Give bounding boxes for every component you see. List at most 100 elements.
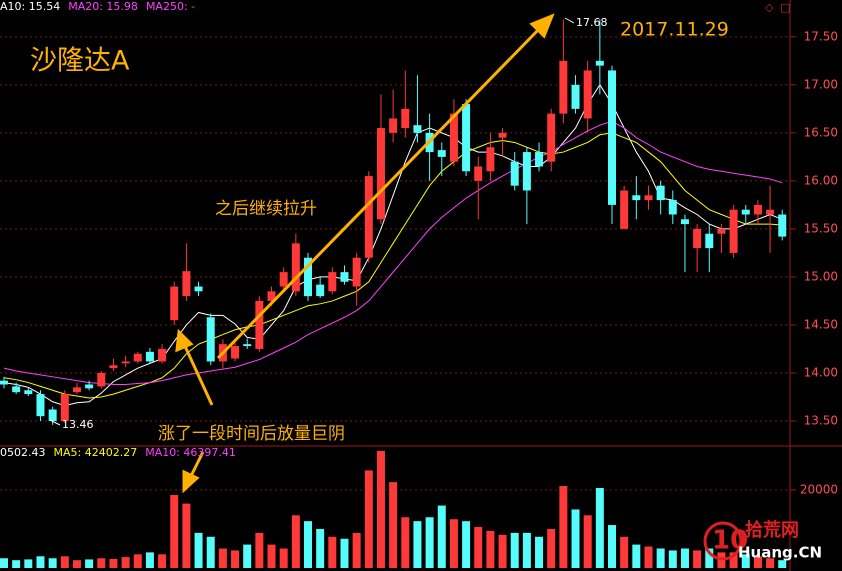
volume-bar bbox=[766, 558, 775, 568]
candle-body bbox=[194, 286, 203, 292]
volume-bar bbox=[583, 515, 592, 568]
arrows bbox=[175, 13, 555, 494]
candle-body bbox=[474, 166, 483, 181]
volume-bar bbox=[449, 519, 458, 568]
candle-body bbox=[547, 113, 556, 162]
volume-bar bbox=[620, 536, 629, 568]
candle-body bbox=[389, 118, 398, 133]
y-tick-label: 16.50 bbox=[804, 125, 838, 139]
candle-body bbox=[753, 204, 762, 215]
candle-body bbox=[12, 386, 21, 393]
date-annotation: 2017.11.29 bbox=[620, 19, 729, 41]
indicator-label: MA250: - bbox=[146, 0, 195, 13]
y-tick-label: 17.00 bbox=[804, 77, 838, 91]
arrow bbox=[216, 24, 544, 360]
candle-body bbox=[316, 284, 325, 297]
volume-bar bbox=[243, 544, 252, 568]
indicator-label: MA20: 15.98 bbox=[68, 0, 138, 13]
volume-bar bbox=[486, 530, 495, 568]
annotation: 之后继续拉升 bbox=[215, 199, 317, 219]
volume-bar bbox=[170, 495, 179, 568]
candle-body bbox=[595, 60, 604, 66]
volume-bar bbox=[364, 470, 373, 568]
candle-body bbox=[559, 60, 568, 114]
watermark: 拾荒网 bbox=[745, 519, 799, 541]
volume-bar bbox=[352, 532, 361, 568]
candle-body bbox=[170, 286, 179, 321]
annotation: 涨了一段时间后放量巨阴 bbox=[158, 424, 345, 444]
y-tick-label: 17.50 bbox=[804, 29, 838, 43]
volume-bar bbox=[595, 487, 604, 568]
y-tick-label: 15.00 bbox=[804, 269, 838, 283]
candle-body bbox=[121, 361, 130, 364]
watermark: Huang.CN bbox=[738, 544, 822, 562]
volume-bar bbox=[279, 548, 288, 568]
candle-body bbox=[97, 372, 106, 387]
volume-bar bbox=[85, 559, 94, 568]
candle-body bbox=[291, 243, 300, 292]
volume-bar bbox=[522, 532, 531, 568]
volume-bar bbox=[474, 527, 483, 568]
volume-bar bbox=[498, 534, 507, 568]
y-tick-label: 16.00 bbox=[804, 173, 838, 187]
volume-bar bbox=[376, 450, 385, 568]
candle-body bbox=[352, 257, 361, 287]
candle-body bbox=[133, 353, 142, 362]
arrowhead bbox=[182, 469, 200, 494]
volume-bar bbox=[462, 521, 471, 568]
y-tick-label: 14.00 bbox=[804, 365, 838, 379]
y-tick-label: 14.50 bbox=[804, 317, 838, 331]
y-tick-label: 15.50 bbox=[804, 221, 838, 235]
arrowhead bbox=[175, 328, 194, 353]
logo-ring bbox=[703, 521, 743, 561]
volume-bar bbox=[304, 521, 312, 568]
candle-body bbox=[449, 113, 458, 162]
candle-body bbox=[462, 104, 471, 172]
candle-body bbox=[437, 150, 446, 157]
volume-bar bbox=[705, 548, 714, 568]
y-tick-label: 20000 bbox=[800, 482, 838, 496]
volume-bar bbox=[267, 544, 276, 568]
high-label: 17.68 bbox=[576, 16, 608, 29]
candle-body bbox=[24, 390, 33, 395]
volume-bar bbox=[729, 552, 738, 568]
candle-body bbox=[328, 272, 337, 292]
candle-body bbox=[717, 228, 726, 234]
window-icon[interactable]: ◇ bbox=[765, 1, 774, 14]
volume-bar bbox=[668, 550, 677, 568]
volume-bar bbox=[741, 554, 750, 568]
candle-body bbox=[267, 291, 276, 301]
volume-bar bbox=[535, 536, 544, 568]
window-icon[interactable]: □ bbox=[780, 1, 790, 14]
volume-bar bbox=[401, 517, 410, 568]
candle-body bbox=[60, 394, 69, 421]
candle-body bbox=[48, 409, 57, 421]
candle-body bbox=[498, 132, 507, 138]
arrowhead bbox=[529, 13, 555, 39]
volume-bar bbox=[425, 517, 434, 568]
stock-title: 沙隆达A bbox=[30, 46, 130, 77]
candle-body bbox=[255, 300, 264, 349]
volume-bar bbox=[547, 528, 556, 568]
volume-bar bbox=[121, 557, 130, 568]
volume-bar bbox=[12, 560, 21, 568]
indicator-label: MA10: 46397.41 bbox=[145, 446, 236, 459]
candle-body bbox=[376, 128, 385, 220]
candle-body bbox=[0, 380, 8, 385]
label-leader bbox=[49, 419, 61, 426]
y-tick-label: 13.50 bbox=[804, 413, 838, 427]
candle-body bbox=[632, 195, 641, 201]
volume-bar bbox=[194, 532, 203, 568]
candle-body bbox=[668, 200, 677, 215]
label-leader bbox=[564, 17, 575, 24]
volume-bar bbox=[206, 536, 215, 568]
volume-bar bbox=[182, 503, 191, 568]
volume-bar bbox=[632, 544, 641, 568]
candle-body bbox=[158, 348, 167, 362]
candle-body bbox=[279, 272, 288, 287]
candle-body bbox=[109, 365, 118, 369]
volume-bar bbox=[571, 509, 580, 568]
candle-body bbox=[729, 209, 738, 253]
volume-bar bbox=[109, 559, 118, 568]
